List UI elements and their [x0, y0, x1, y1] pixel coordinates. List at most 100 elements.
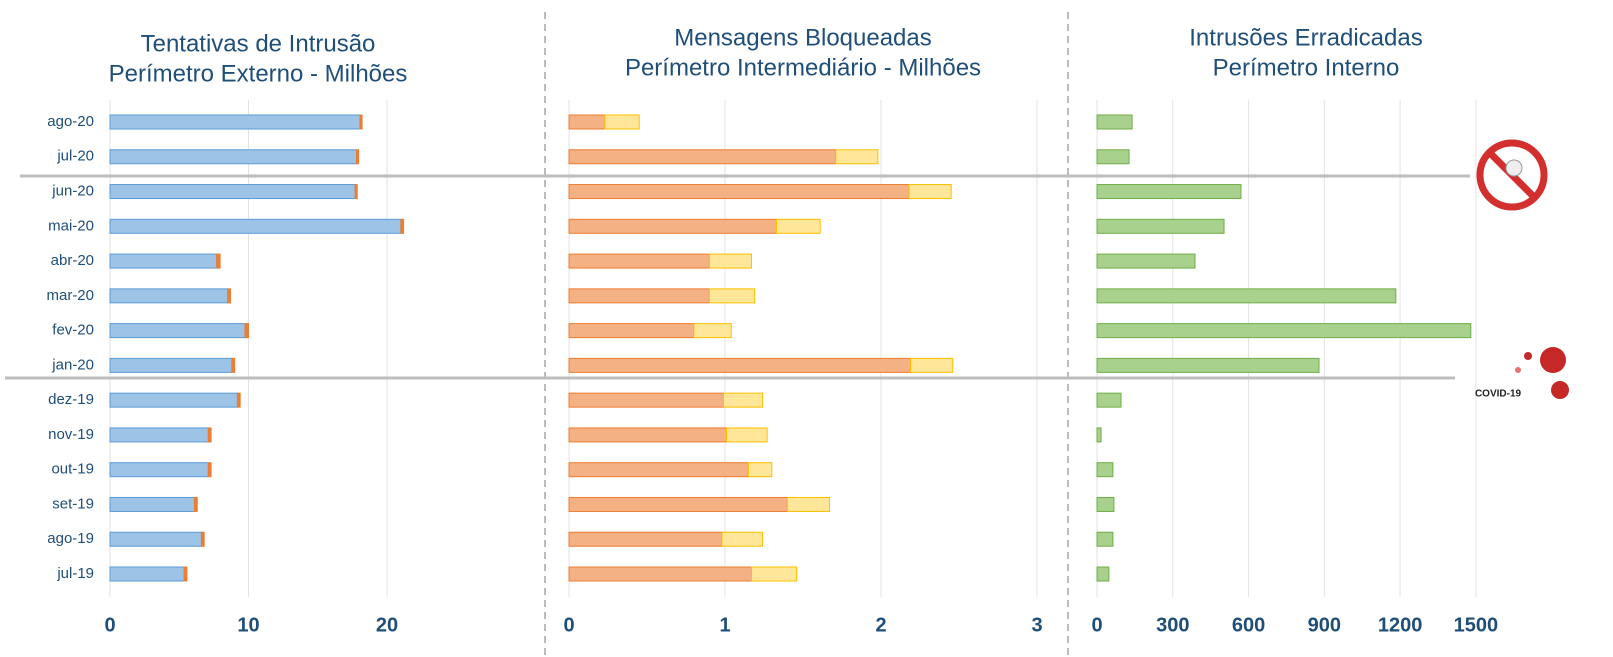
bar: [569, 185, 909, 199]
page: Tentativas de Intrusão Perímetro Externo …: [0, 0, 1613, 657]
bar: [110, 393, 237, 407]
bar: [110, 185, 355, 199]
y-tick-label: dez-19: [48, 391, 94, 408]
bar: [569, 115, 605, 129]
x-tick-label: 10: [237, 614, 259, 636]
bar: [722, 532, 763, 546]
bar: [208, 428, 211, 442]
bar: [605, 115, 639, 129]
chart: Tentativas de Intrusão Perímetro Externo …: [0, 0, 1613, 657]
bar: [1097, 463, 1113, 477]
bar: [1097, 532, 1113, 546]
x-tick-label: 1200: [1378, 614, 1423, 636]
bar: [569, 358, 911, 372]
x-tick-label: 1: [719, 614, 730, 636]
bar: [184, 567, 187, 581]
bar: [787, 497, 829, 511]
bar: [569, 567, 752, 581]
bar: [110, 567, 184, 581]
chart-title: Mensagens Bloqueadas: [674, 24, 932, 51]
bar: [1097, 393, 1121, 407]
bar: [727, 428, 768, 442]
bar: [569, 150, 836, 164]
bar: [110, 115, 360, 129]
bar: [110, 428, 208, 442]
y-tick-label: jan-20: [51, 356, 94, 373]
bar: [909, 185, 951, 199]
bar: [911, 358, 953, 372]
bar: [569, 219, 776, 233]
bar: [1097, 254, 1195, 268]
bar: [110, 358, 232, 372]
chart-title: Intrusões Erradicadas: [1189, 24, 1422, 51]
bar: [569, 497, 787, 511]
annotation: COVID-19: [1475, 389, 1522, 400]
y-tick-label: out-19: [51, 461, 94, 478]
y-tick-label: fev-20: [52, 322, 94, 339]
bar: [836, 150, 878, 164]
bar: [217, 254, 220, 268]
bar: [569, 324, 694, 338]
bar: [1097, 219, 1224, 233]
x-tick-label: 900: [1308, 614, 1341, 636]
bar: [569, 289, 709, 303]
bar: [569, 393, 723, 407]
y-tick-label: ago-19: [47, 530, 94, 547]
chart-subtitle: Perímetro Interno: [1213, 54, 1400, 81]
bar: [110, 150, 357, 164]
bar: [569, 254, 709, 268]
x-tick-label: 1500: [1454, 614, 1499, 636]
bar: [1097, 428, 1101, 442]
bar: [709, 254, 751, 268]
bar: [1097, 497, 1114, 511]
bar: [208, 463, 211, 477]
bar: [694, 324, 731, 338]
bar: [355, 185, 357, 199]
bar: [110, 463, 208, 477]
bar: [110, 219, 401, 233]
chart-subtitle: Perímetro Intermediário - Milhões: [625, 54, 981, 81]
x-tick-label: 300: [1156, 614, 1189, 636]
bar: [110, 324, 245, 338]
bar: [110, 254, 217, 268]
x-tick-label: 0: [1091, 614, 1102, 636]
bar: [228, 289, 231, 303]
bar: [723, 393, 762, 407]
x-tick-label: 0: [563, 614, 574, 636]
x-tick-label: 0: [104, 614, 115, 636]
no-entry-icon: [1480, 143, 1544, 207]
bar: [569, 428, 727, 442]
bar: [357, 150, 359, 164]
bar: [201, 532, 204, 546]
x-tick-label: 2: [875, 614, 886, 636]
bar: [1097, 324, 1471, 338]
bar: [1097, 567, 1109, 581]
x-tick-label: 600: [1232, 614, 1265, 636]
bar: [110, 289, 228, 303]
bar: [748, 463, 771, 477]
bar: [1097, 358, 1319, 372]
bar: [709, 289, 754, 303]
chart-title: Tentativas de Intrusão: [141, 30, 376, 57]
y-tick-label: jul-20: [56, 148, 94, 165]
bar: [194, 497, 197, 511]
bar: [110, 497, 194, 511]
bar: [232, 358, 235, 372]
bar: [752, 567, 797, 581]
covid-icon: COVID-19: [1475, 347, 1569, 400]
x-tick-label: 20: [376, 614, 398, 636]
y-tick-label: set-19: [52, 495, 94, 512]
y-tick-label: abr-20: [51, 252, 94, 269]
y-tick-label: nov-19: [48, 426, 94, 443]
bar: [237, 393, 240, 407]
chart-subtitle: Perímetro Externo - Milhões: [109, 60, 408, 87]
bar: [110, 532, 201, 546]
bar: [360, 115, 362, 129]
bar: [776, 219, 820, 233]
y-tick-label: mar-20: [46, 287, 94, 304]
x-tick-label: 3: [1031, 614, 1042, 636]
bar: [1097, 115, 1132, 129]
y-tick-label: ago-20: [47, 113, 94, 130]
y-tick-label: jul-19: [56, 565, 94, 582]
bar: [1097, 289, 1396, 303]
